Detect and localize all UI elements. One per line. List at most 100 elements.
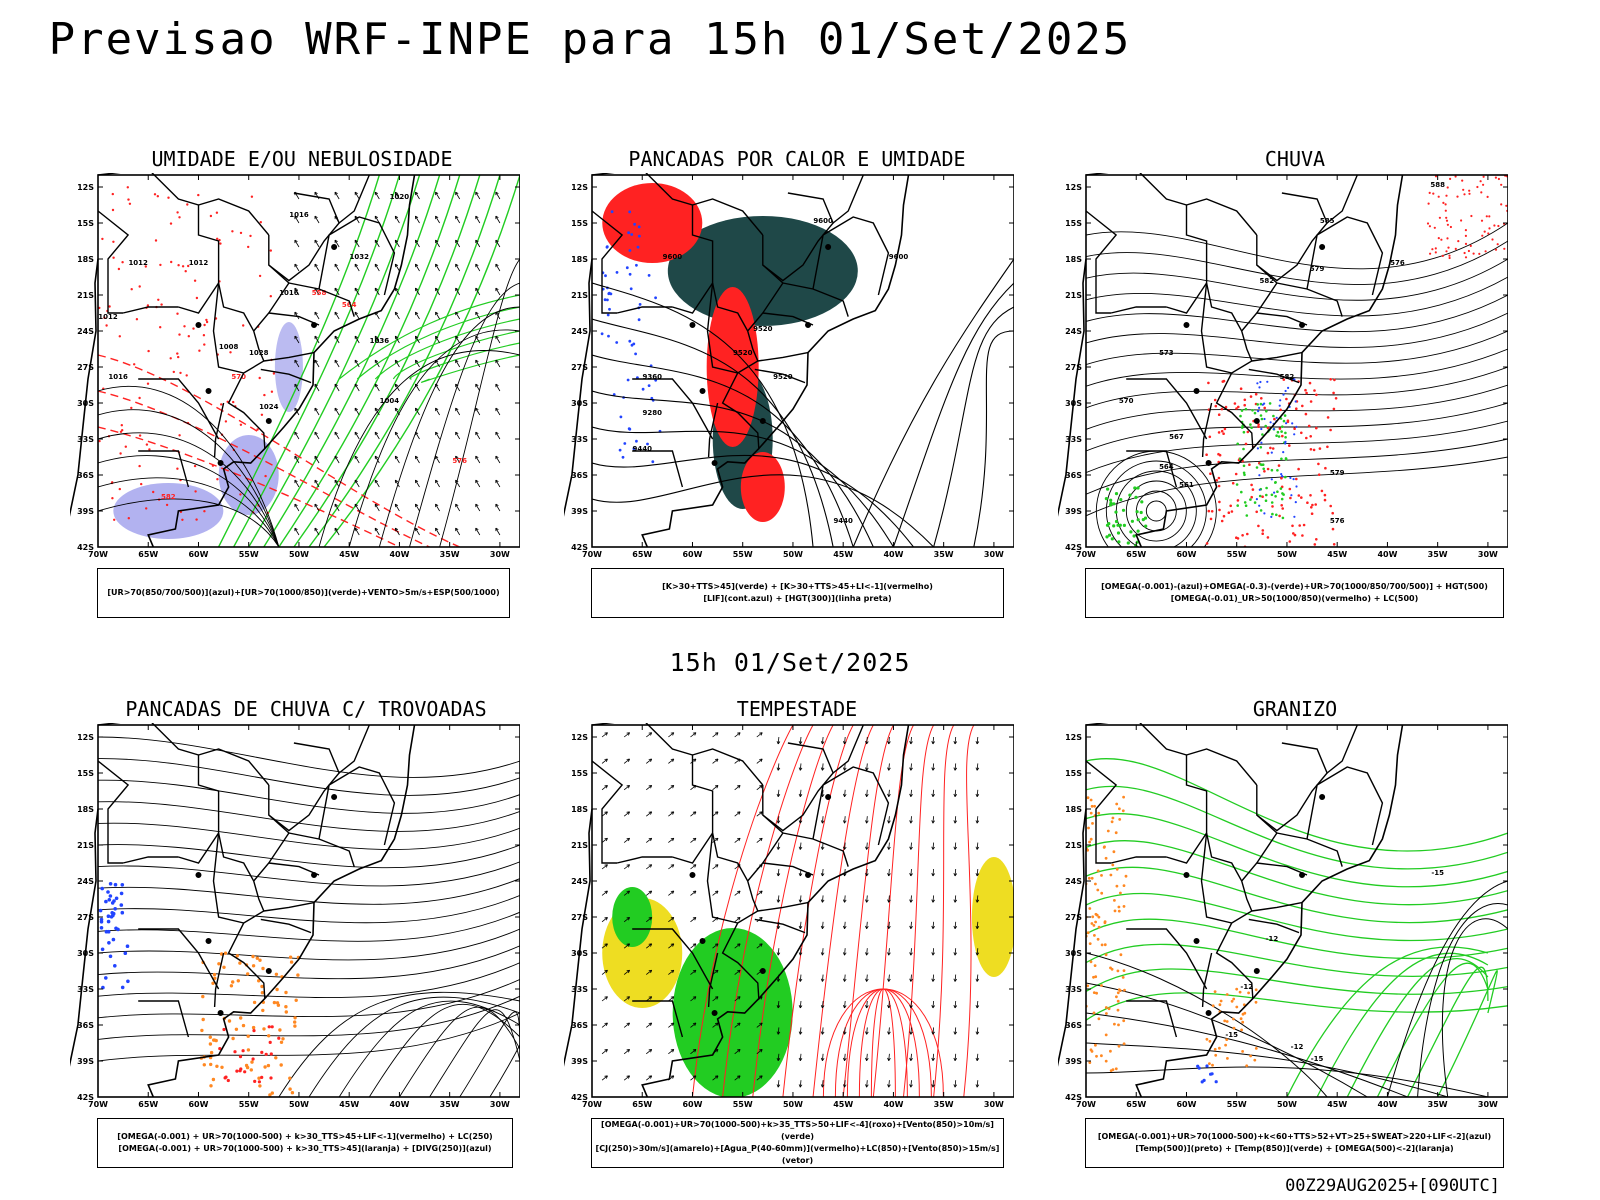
thunderstorm-area-dot bbox=[222, 965, 226, 969]
omega-blue-dot bbox=[1263, 402, 1266, 405]
streamline bbox=[98, 962, 520, 999]
legend-line: [OMEGA(-0.001) + UR>70(1000-500) + k>30_… bbox=[118, 1144, 492, 1153]
pressure-isobar bbox=[98, 498, 280, 547]
wind-vector bbox=[394, 527, 399, 532]
rain-area-dot bbox=[1250, 483, 1253, 487]
lat-tick-label: 21S bbox=[77, 291, 94, 300]
isobar-label: 1016 bbox=[289, 211, 309, 219]
hail-area-dot bbox=[1209, 1072, 1213, 1076]
rain-area-dot bbox=[1329, 428, 1332, 432]
severe-thunderstorm-dot bbox=[218, 1047, 222, 1051]
thickness-contour-dot bbox=[232, 400, 235, 404]
rain-area-dot bbox=[1304, 388, 1307, 392]
border-line bbox=[782, 832, 849, 867]
wind-vector bbox=[394, 191, 400, 200]
streamline bbox=[308, 996, 520, 1097]
omega-500-dot bbox=[1100, 874, 1103, 877]
lifted-index-dot bbox=[654, 296, 657, 300]
wind-vector bbox=[888, 974, 890, 982]
omega-500-dot bbox=[1088, 907, 1092, 910]
wind-vector bbox=[820, 846, 825, 850]
thickness-contour-dot bbox=[197, 193, 200, 197]
wind-vector bbox=[394, 503, 399, 508]
lat-tick-label: 39S bbox=[77, 507, 94, 516]
border-line bbox=[632, 1000, 684, 1038]
hail-area-dot bbox=[1197, 1066, 1201, 1070]
wind-vector bbox=[374, 455, 380, 464]
wind-vector bbox=[865, 1057, 869, 1061]
omega-green-dot bbox=[1272, 414, 1275, 418]
wind-vector bbox=[866, 842, 868, 850]
height-label: 564 bbox=[1159, 463, 1174, 471]
wind-vector bbox=[604, 890, 608, 894]
wind-vector bbox=[415, 503, 420, 512]
height-label: 9360 bbox=[643, 373, 663, 381]
rain-area-dot bbox=[1310, 506, 1313, 509]
wind-vector bbox=[910, 736, 912, 745]
wind-vector bbox=[604, 837, 608, 842]
severe-instability-area bbox=[740, 452, 785, 522]
wind-vector bbox=[374, 503, 380, 512]
wind-vector bbox=[646, 837, 652, 843]
divergence-dot bbox=[110, 901, 115, 905]
isobar-label: 570 bbox=[231, 373, 246, 381]
thickness-contour-dot bbox=[215, 211, 219, 214]
lat-tick-label: 21S bbox=[77, 841, 94, 850]
streamline bbox=[399, 1006, 520, 1097]
streamline bbox=[98, 894, 520, 924]
thickness-contour-dot bbox=[216, 237, 219, 240]
wind-vector bbox=[777, 1027, 780, 1035]
omega-500-dot bbox=[1224, 1043, 1227, 1047]
low-humidity-contour bbox=[293, 175, 481, 547]
lifted-index-dot bbox=[636, 245, 640, 249]
lon-tick-label: 35W bbox=[934, 1100, 954, 1109]
omega-green-dot bbox=[1136, 529, 1140, 533]
omega-green-dot bbox=[1116, 523, 1120, 527]
city-marker bbox=[1253, 418, 1260, 424]
geographic-borders bbox=[564, 723, 910, 1098]
lat-tick-label: 18S bbox=[571, 805, 588, 814]
wind-vector bbox=[294, 527, 300, 536]
omega-500-dot bbox=[1219, 999, 1223, 1003]
omega-green-dot bbox=[1135, 510, 1139, 514]
rain-area-dot bbox=[1483, 230, 1486, 233]
severe-thunderstorm-dot bbox=[233, 1050, 237, 1054]
height-label: 9520 bbox=[773, 373, 793, 381]
wind-vector bbox=[822, 842, 824, 850]
high-humidity-area bbox=[113, 483, 224, 539]
omega-blue-dot bbox=[1295, 425, 1298, 428]
wind-vector bbox=[670, 1022, 675, 1026]
atlantic-coastline bbox=[147, 724, 416, 1098]
thunderstorm-area-dot bbox=[288, 1076, 292, 1080]
wind-vector bbox=[646, 943, 652, 949]
wind-vector bbox=[910, 842, 912, 850]
omega-blue-dot bbox=[1269, 421, 1272, 424]
severe-thunderstorm-dot bbox=[268, 1040, 272, 1044]
wind-vector bbox=[626, 996, 630, 1000]
omega-500-dot bbox=[1103, 921, 1107, 925]
wind-vector bbox=[374, 359, 379, 364]
wind-vector bbox=[415, 191, 420, 200]
rain-area-dot bbox=[1215, 479, 1219, 482]
wind-vector bbox=[601, 864, 608, 870]
wind-vector bbox=[374, 407, 380, 416]
omega-500-dot bbox=[1090, 1050, 1094, 1053]
wind-vector bbox=[604, 969, 608, 974]
lon-tick-label: 65W bbox=[632, 550, 652, 559]
isotherm-label: -12 bbox=[1240, 983, 1253, 991]
wind-vector bbox=[866, 868, 868, 877]
wind-vector bbox=[842, 793, 847, 797]
divergence-dot bbox=[108, 894, 113, 898]
border-line bbox=[707, 952, 719, 1008]
wind-vector bbox=[648, 917, 653, 921]
omega-500-dot bbox=[1112, 850, 1116, 854]
wind-vector bbox=[354, 263, 360, 272]
wind-vector bbox=[842, 952, 847, 956]
omega-500-dot bbox=[1122, 1019, 1126, 1023]
border-line bbox=[138, 378, 220, 440]
wind-vector bbox=[844, 816, 846, 824]
rain-area-dot bbox=[1207, 509, 1211, 513]
omega-green-dot bbox=[1242, 471, 1246, 475]
